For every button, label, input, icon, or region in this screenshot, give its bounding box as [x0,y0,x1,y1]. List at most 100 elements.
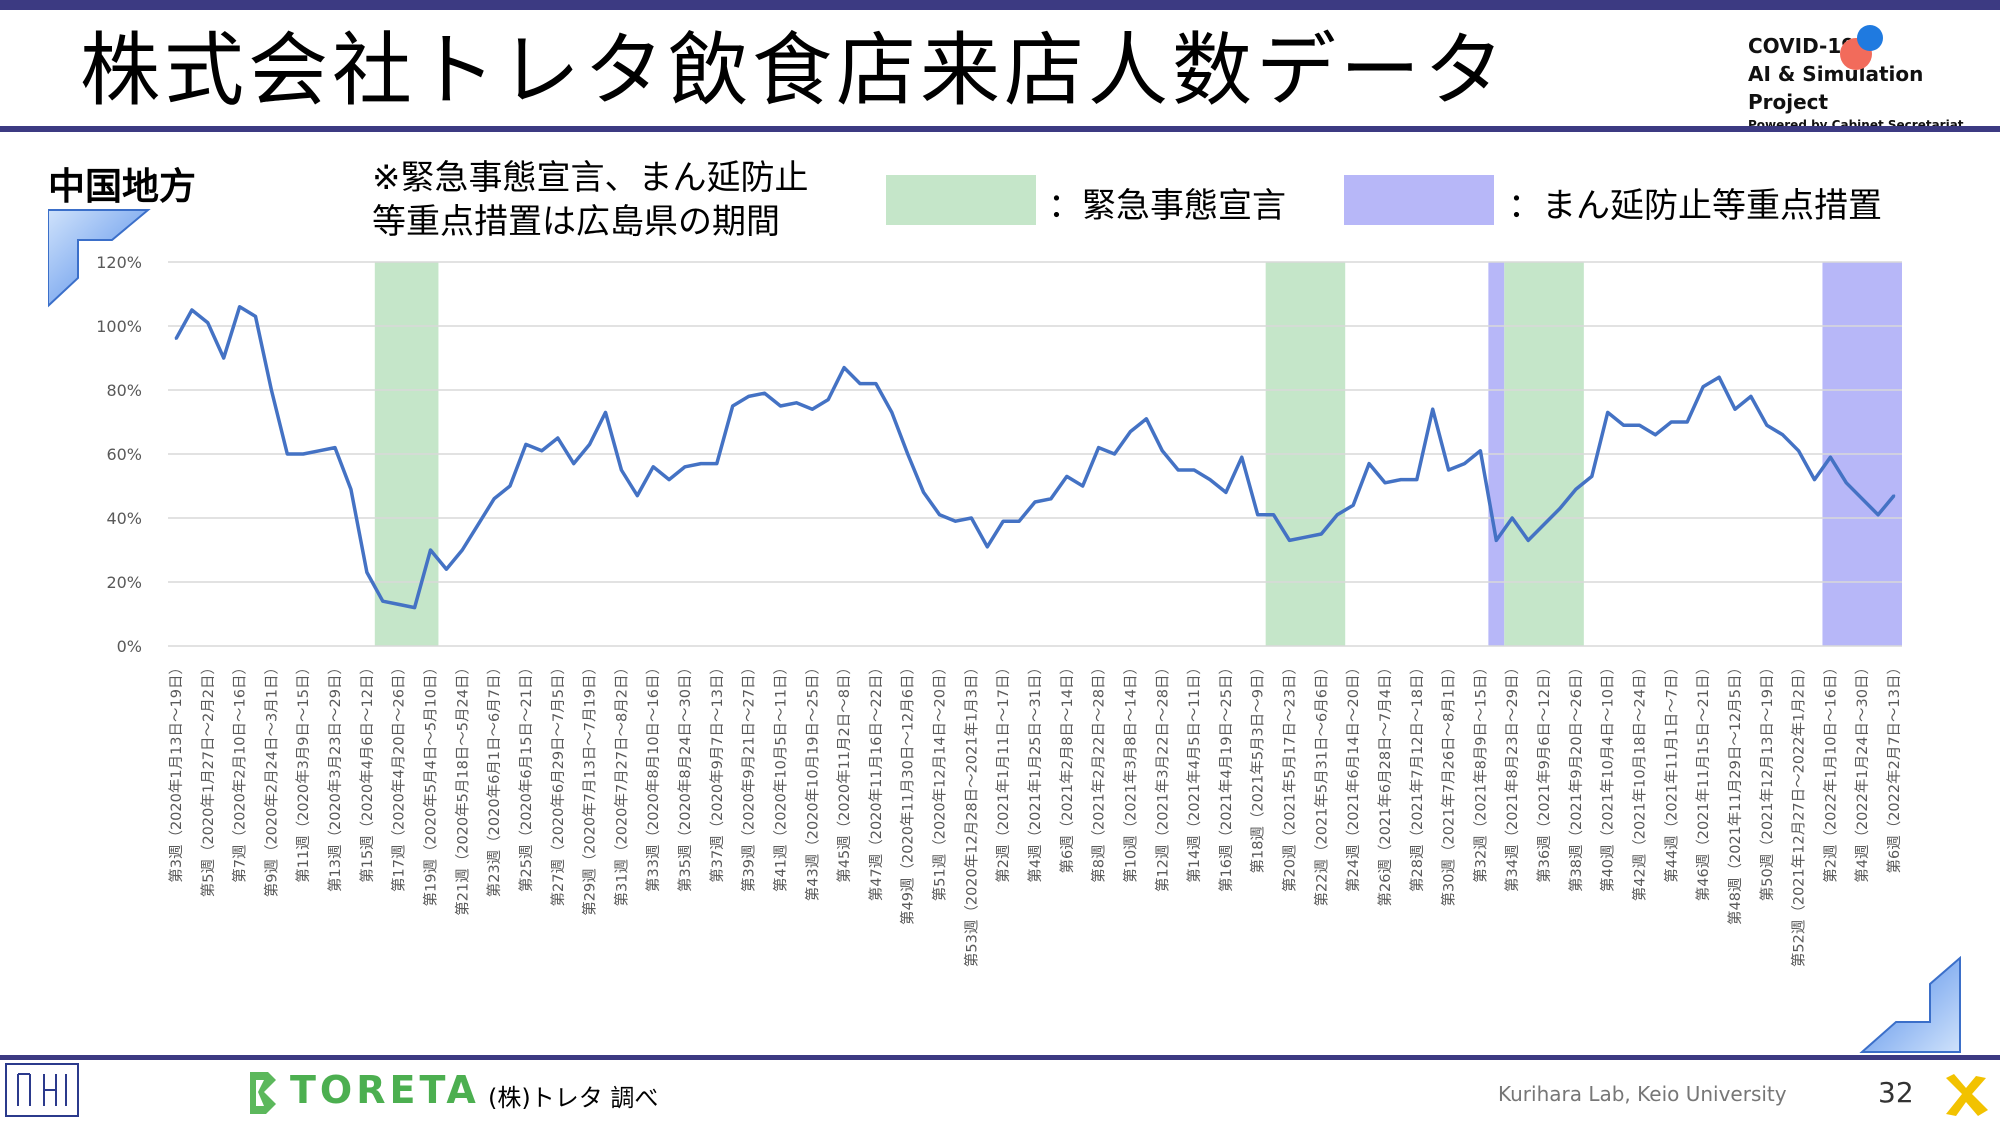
data-point-28 [620,469,622,471]
data-point-10 [334,446,336,448]
data-point-52 [1002,520,1004,522]
x-tick-label-102: 第52週（2021年12月27日～2022年1月2日） [1790,660,1808,967]
data-point-40 [811,408,813,410]
data-point-35 [732,405,734,407]
data-point-29 [636,494,638,496]
data-point-108 [1893,494,1895,496]
data-point-61 [1145,418,1147,420]
data-point-33 [700,462,702,464]
data-point-19 [477,523,479,525]
x-tick-label-0: 第3週（2020年1月13日～19日） [167,660,185,883]
y-tick-label-4: 80% [106,381,142,400]
x-tick-label-34: 第37週（2020年9月7日～13日） [708,660,726,883]
university-logo-icon [4,1062,80,1118]
data-point-92 [1638,424,1640,426]
data-point-39 [795,402,797,404]
data-point-102 [1797,450,1799,452]
visitor-line-chart: 0% 20% 40% 60% 80% 100% 120% 第3週（2020年1月13日～19日… [0,0,2000,1050]
x-tick-label-24: 第27週（2020年6月29日～7月5日） [549,660,567,906]
data-point-6 [270,389,272,391]
data-point-104 [1829,456,1831,458]
x-mark-icon [1940,1070,1992,1122]
data-point-38 [779,405,781,407]
data-point-0 [175,338,177,340]
data-point-11 [350,488,352,490]
x-tick-label-28: 第31週（2020年7月27日～8月2日） [612,660,630,906]
data-point-14 [397,603,399,605]
data-point-70 [1288,539,1290,541]
data-point-49 [954,520,956,522]
data-point-78 [1416,478,1418,480]
x-tick-label-88: 第38週（2021年9月20日～26日） [1567,660,1585,892]
data-point-26 [588,443,590,445]
x-tick-label-32: 第35週（2020年8月24日～30日） [676,660,694,892]
data-point-41 [827,398,829,400]
data-point-105 [1845,482,1847,484]
x-tick-label-42: 第45週（2020年11月2日～8日） [835,660,853,883]
x-tick-label-108: 第6週（2022年2月7日～13日） [1885,660,1903,874]
x-tick-label-46: 第49週（2020年11月30日～12月6日） [899,660,917,925]
data-point-58 [1097,446,1099,448]
x-tick-label-56: 第6週（2021年2月8日～14日） [1058,660,1076,874]
data-point-96 [1702,386,1704,388]
corner-arrow-bottom-icon [1858,956,1962,1060]
data-point-27 [604,411,606,413]
x-tick-label-38: 第41週（2020年10月5日～11日） [771,660,789,892]
x-tick-label-82: 第32週（2021年8月9日～15日） [1471,660,1489,883]
data-point-43 [859,382,861,384]
x-tick-label-66: 第16週（2021年4月19日～25日） [1217,660,1235,892]
data-point-67 [1241,456,1243,458]
data-point-80 [1447,469,1449,471]
data-point-89 [1591,475,1593,477]
data-point-76 [1384,482,1386,484]
data-point-47 [922,491,924,493]
data-point-63 [1177,469,1179,471]
data-point-45 [891,411,893,413]
x-tick-label-36: 第39週（2020年9月21日～27日） [740,660,758,892]
toreta-wordmark: TORETA [290,1068,480,1112]
x-tick-label-84: 第34週（2021年8月23日～29日） [1503,660,1521,892]
x-tick-label-48: 第51週（2020年12月14日～20日） [931,660,949,901]
data-point-94 [1670,421,1672,423]
data-point-7 [286,453,288,455]
data-point-93 [1654,434,1656,436]
x-tick-label-16: 第19週（2020年5月4日～5月10日） [421,660,439,906]
data-point-12 [366,571,368,573]
x-tick-label-12: 第15週（2020年4月6日～12日） [358,660,376,883]
data-source: (株)トレタ 調べ [488,1078,658,1113]
data-point-23 [541,450,543,452]
data-point-60 [1129,430,1131,432]
data-point-107 [1877,514,1879,516]
data-point-55 [1050,498,1052,500]
data-point-84 [1511,517,1513,519]
x-tick-label-62: 第12週（2021年3月22日～28日） [1153,660,1171,892]
data-point-77 [1400,478,1402,480]
x-tick-label-30: 第33週（2020年8月10日～16日） [644,660,662,892]
y-tick-label-0: 0% [117,637,142,656]
x-tick-label-94: 第44週（2021年11月1日～7日） [1662,660,1680,883]
y-tick-label-1: 20% [106,573,142,592]
x-tick-label-68: 第18週（2021年5月3日～9日） [1249,660,1267,874]
x-tick-label-14: 第17週（2020年4月20日～26日） [390,660,408,892]
x-tick-label-70: 第20週（2021年5月17日～23日） [1281,660,1299,892]
data-point-99 [1750,395,1752,397]
x-tick-label-106: 第4週（2022年1月24日～30日） [1853,660,1871,883]
data-point-66 [1225,491,1227,493]
x-tick-label-40: 第43週（2020年10月19日～25日） [803,660,821,901]
data-point-17 [445,568,447,570]
data-point-2 [207,322,209,324]
x-tick-label-58: 第8週（2021年2月22日～28日） [1090,660,1108,883]
x-tick-label-64: 第14週（2021年4月5日～11日） [1185,660,1203,883]
y-tick-label-5: 100% [96,317,142,336]
data-point-8 [302,453,304,455]
data-point-42 [843,366,845,368]
data-point-97 [1718,376,1720,378]
footer-divider [0,1055,2000,1060]
data-point-21 [509,485,511,487]
data-point-56 [1066,475,1068,477]
data-point-54 [1034,501,1036,503]
page-number: 32 [1878,1076,1914,1109]
data-point-18 [461,549,463,551]
data-point-100 [1766,424,1768,426]
x-tick-label-74: 第24週（2021年6月14日～20日） [1344,660,1362,892]
